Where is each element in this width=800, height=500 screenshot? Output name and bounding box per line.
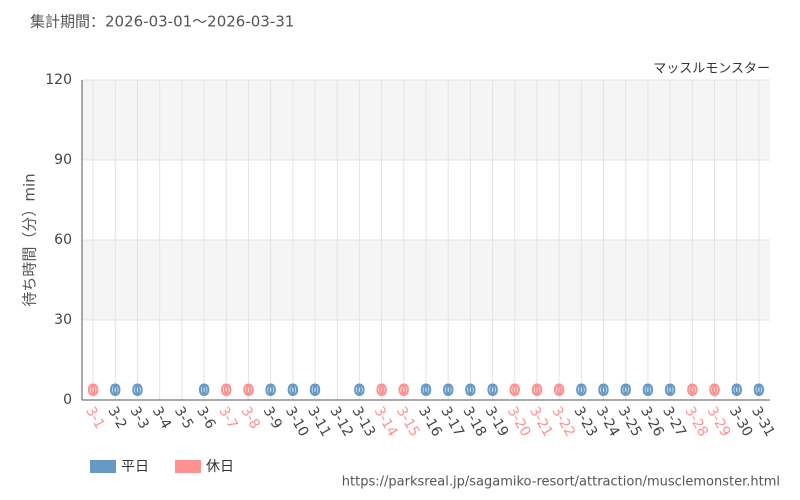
x-tick-label: 3-9	[260, 404, 285, 432]
x-tick-label: 3-2	[104, 404, 129, 432]
x-tick-label: 3-31	[748, 404, 778, 440]
data-label: 0	[732, 383, 742, 399]
data-label: 0	[466, 383, 476, 399]
x-tick-label: 3-8	[238, 404, 263, 432]
data-label: 0	[687, 383, 697, 399]
data-label: 0	[643, 383, 653, 399]
y-tick-label: 120	[45, 72, 72, 88]
x-tick-label: 3-6	[193, 404, 218, 432]
data-label: 0	[266, 383, 276, 399]
attraction-name: マッスルモンスター	[653, 62, 770, 77]
data-label: 0	[288, 383, 298, 399]
y-tick-label: 30	[54, 312, 72, 328]
y-tick-label: 60	[54, 232, 72, 248]
data-label: 0	[88, 383, 98, 399]
data-label: 0	[510, 383, 520, 399]
legend-swatch	[175, 460, 201, 473]
x-tick-label: 3-4	[149, 404, 174, 432]
data-label: 0	[244, 383, 254, 399]
data-label: 0	[310, 383, 320, 399]
legend-label: 平日	[121, 459, 149, 475]
x-tick-label: 3-5	[171, 404, 196, 432]
y-tick-label: 0	[63, 392, 72, 408]
data-label: 0	[621, 383, 631, 399]
y-axis-label: 待ち時間（分）min	[21, 173, 39, 306]
data-label: 0	[554, 383, 564, 399]
chart-title: 集計期間：2026-03-01～2026-03-31	[30, 13, 294, 31]
data-label: 0	[221, 383, 231, 399]
data-label: 0	[110, 383, 120, 399]
legend-label: 休日	[206, 459, 234, 475]
y-tick-label: 90	[54, 152, 72, 168]
data-label: 0	[665, 383, 675, 399]
data-label: 0	[599, 383, 609, 399]
legend-swatch	[90, 460, 116, 473]
x-tick-label: 3-3	[127, 404, 152, 432]
source-url: https://parksreal.jp/sagamiko-resort/att…	[342, 475, 780, 490]
x-tick-label: 3-7	[215, 404, 240, 432]
data-label: 0	[710, 383, 720, 399]
data-label: 0	[399, 383, 409, 399]
data-label: 0	[199, 383, 209, 399]
x-tick-label: 3-1	[82, 404, 107, 432]
data-label: 0	[754, 383, 764, 399]
data-label: 0	[443, 383, 453, 399]
data-label: 0	[576, 383, 586, 399]
data-label: 0	[532, 383, 542, 399]
data-label: 0	[355, 383, 365, 399]
data-label: 0	[488, 383, 498, 399]
data-label: 0	[133, 383, 143, 399]
data-label: 0	[377, 383, 387, 399]
data-label: 0	[421, 383, 431, 399]
